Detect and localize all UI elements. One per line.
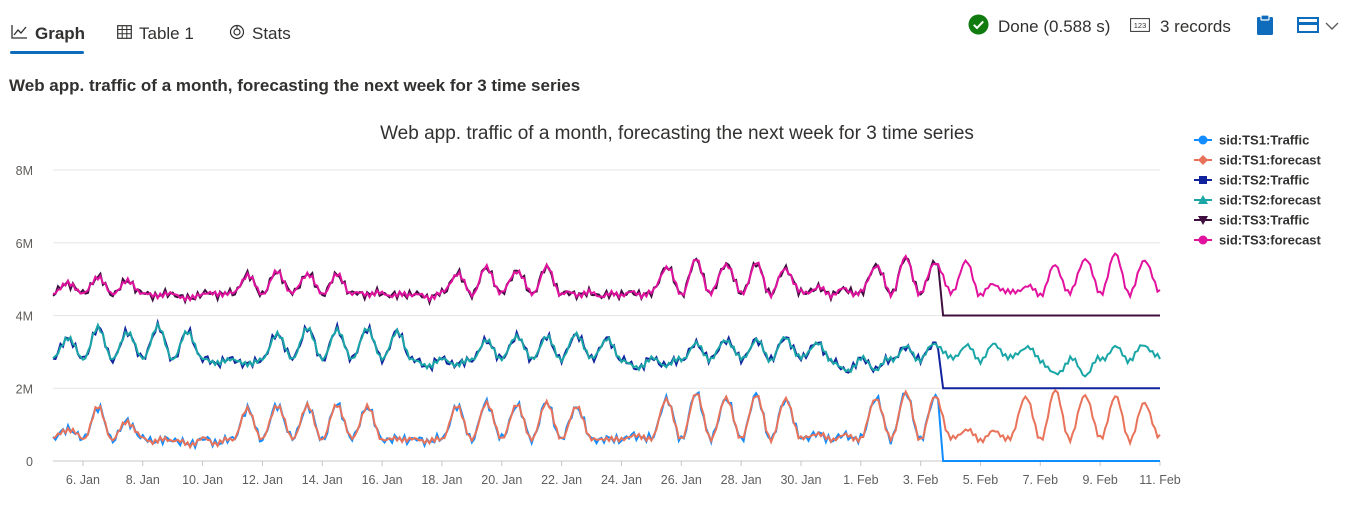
x-tick-label: 16. Jan: [362, 473, 403, 487]
records-text: 3 records: [1160, 17, 1231, 36]
query-status: Done (0.588 s): [968, 14, 1110, 40]
x-tick-label: 18. Jan: [421, 473, 462, 487]
tab-graph[interactable]: Graph: [11, 14, 85, 54]
check-circle-icon: [968, 14, 989, 40]
y-tick-label: 8M: [16, 164, 33, 178]
legend-label: sid:TS1:forecast: [1219, 153, 1322, 168]
records-123-icon: 123: [1130, 17, 1150, 37]
x-tick-label: 11. Feb: [1139, 473, 1181, 487]
y-tick-label: 4M: [16, 310, 33, 324]
status-text: Done (0.588 s): [998, 17, 1111, 36]
x-tick-label: 10. Jan: [182, 473, 223, 487]
layout-menu-button[interactable]: [1297, 14, 1339, 40]
line-chart: Web app. traffic of a month, forecasting…: [16, 123, 1322, 487]
x-tick-label: 3. Feb: [903, 473, 938, 487]
x-tick-label: 8. Jan: [126, 473, 160, 487]
chart-title: Web app. traffic of a month, forecasting…: [380, 123, 974, 144]
legend-label: sid:TS1:Traffic: [1219, 133, 1309, 148]
legend-label: sid:TS2:Traffic: [1219, 173, 1309, 188]
legend-marker: [1198, 216, 1208, 225]
result-subtitle: Web app. traffic of a month, forecasting…: [9, 76, 581, 95]
legend-label: sid:TS3:Traffic: [1219, 213, 1309, 228]
y-tick-label: 0: [26, 455, 33, 469]
tab-stats[interactable]: Stats: [229, 14, 291, 54]
series-line-sid-ts3-forecast: [52, 252, 1161, 303]
legend-marker: [1199, 176, 1207, 184]
x-tick-label: 12. Jan: [242, 473, 283, 487]
legend-marker: [1198, 155, 1208, 165]
legend-marker: [1198, 135, 1208, 145]
x-tick-label: 7. Feb: [1023, 473, 1058, 487]
x-tick-label: 14. Jan: [302, 473, 343, 487]
stats-icon: [229, 24, 245, 45]
line-chart-icon: [11, 24, 28, 44]
tab-stats-label: Stats: [252, 24, 291, 43]
series-line-sid-ts1-traffic: [52, 390, 1160, 462]
series-line-sid-ts2-traffic: [52, 318, 1160, 390]
y-tick-label: 2M: [16, 382, 33, 396]
clipboard-icon: [1256, 13, 1274, 41]
layout-icon: [1297, 16, 1319, 38]
x-tick-label: 20. Jan: [481, 473, 522, 487]
copy-to-clipboard-button[interactable]: [1256, 13, 1274, 41]
x-tick-label: 9. Feb: [1082, 473, 1117, 487]
x-tick-label: 22. Jan: [541, 473, 582, 487]
x-tick-label: 26. Jan: [661, 473, 702, 487]
x-tick-label: 28. Jan: [721, 473, 762, 487]
active-tab-indicator: [10, 51, 84, 54]
y-tick-label: 6M: [16, 237, 33, 251]
legend-marker: [1198, 235, 1208, 245]
legend-marker: [1198, 195, 1208, 204]
x-tick-label: 24. Jan: [601, 473, 642, 487]
x-tick-label: 30. Jan: [780, 473, 821, 487]
top-bar: Graph Table 1 Stats Done (0.588 s) 123 3…: [0, 0, 1353, 56]
x-tick-label: 1. Feb: [843, 473, 878, 487]
table-icon: [117, 24, 132, 44]
svg-text:123: 123: [1134, 21, 1147, 30]
series-line-sid-ts1-forecast: [52, 388, 1161, 450]
series-line-sid-ts2-forecast: [52, 321, 1161, 378]
legend-label: sid:TS3:forecast: [1219, 233, 1322, 248]
x-tick-label: 5. Feb: [963, 473, 998, 487]
tab-graph-label: Graph: [35, 24, 86, 43]
x-tick-label: 6. Jan: [66, 473, 100, 487]
chevron-down-icon: [1325, 18, 1339, 36]
records-count[interactable]: 123 3 records: [1130, 14, 1231, 40]
series-line-sid-ts3-traffic: [52, 256, 1160, 317]
legend-label: sid:TS2:forecast: [1219, 193, 1322, 208]
tab-table-1-label: Table 1: [139, 24, 194, 43]
tab-table-1[interactable]: Table 1: [117, 14, 194, 54]
